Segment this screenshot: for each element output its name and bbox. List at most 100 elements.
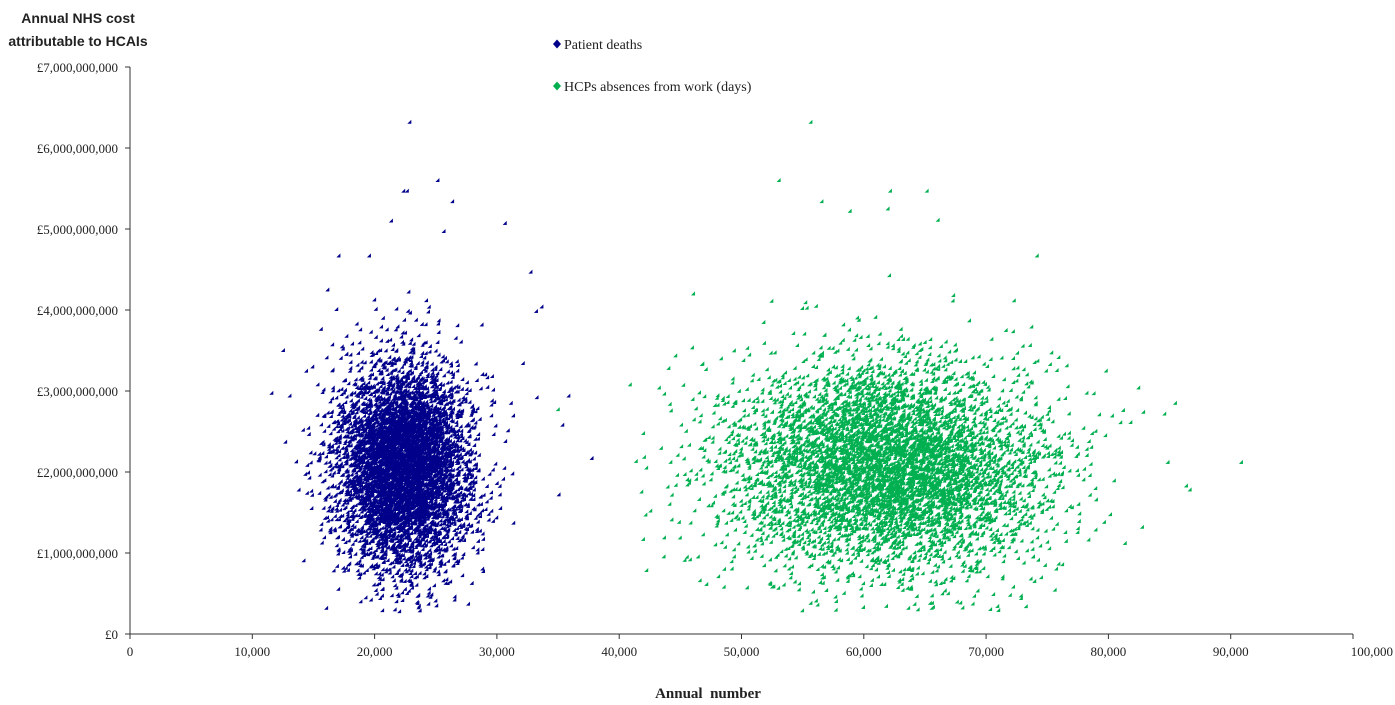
point-patient-deaths [336,586,341,591]
point-patient-deaths [385,338,390,343]
point-patient-deaths [462,537,467,542]
point-patient-deaths [444,359,449,364]
point-patient-deaths [414,582,419,587]
point-patient-deaths [381,560,386,565]
point-patient-deaths [443,569,448,574]
point-patient-deaths [309,506,314,511]
y-axis-title: Annual NHS cost attributable to HCAIs [8,10,147,49]
point-patient-deaths [337,457,342,462]
point-patient-deaths [341,454,346,459]
point-patient-deaths [359,535,364,540]
point-patient-deaths [408,349,413,354]
point-patient-deaths [334,307,339,312]
point-patient-deaths [363,395,368,400]
point-patient-deaths [417,372,422,377]
point-patient-deaths [411,341,416,346]
point-patient-deaths [316,451,321,456]
point-patient-deaths [319,440,324,445]
point-patient-deaths [346,482,351,487]
point-patient-deaths [443,580,448,585]
point-patient-deaths [394,348,399,353]
point-patient-deaths [440,354,445,359]
point-patient-deaths [453,530,458,535]
point-patient-deaths [379,593,384,598]
point-patient-deaths [454,383,459,388]
point-patient-deaths [395,324,400,329]
point-patient-deaths [455,535,460,540]
point-patient-deaths [510,471,515,476]
point-patient-deaths [448,361,453,366]
point-patient-deaths [344,516,349,521]
point-patient-deaths [344,467,349,472]
point-patient-deaths [467,447,472,452]
point-patient-deaths [354,519,359,524]
point-patient-deaths [373,306,378,311]
point-patient-deaths [417,570,422,575]
point-patient-deaths [427,349,432,354]
point-patient-deaths [378,383,383,388]
point-patient-deaths [338,524,343,529]
point-patient-deaths [368,546,373,551]
point-patient-deaths [358,546,363,551]
point-patient-deaths [458,339,463,344]
point-patient-deaths [371,582,376,587]
point-patient-deaths [455,517,460,522]
point-patient-deaths [331,426,336,431]
point-patient-deaths [355,398,360,403]
point-patient-deaths [363,595,368,600]
point-patient-deaths [429,380,434,385]
point-patient-deaths [324,494,329,499]
point-patient-deaths [349,513,354,518]
point-patient-deaths [429,361,434,366]
y-axis-title-line-2: attributable to HCAIs [8,33,147,49]
point-patient-deaths [470,545,475,550]
point-patient-deaths [348,352,353,357]
point-patient-deaths [407,340,412,345]
point-patient-deaths [470,529,475,534]
point-patient-deaths [474,526,479,531]
point-patient-deaths [344,333,349,338]
point-patient-deaths [304,490,309,495]
point-patient-deaths [431,583,436,588]
point-patient-deaths [465,458,470,463]
point-patient-deaths [327,459,332,464]
point-patient-deaths [374,381,379,386]
point-patient-deaths [466,428,471,433]
point-patient-deaths [356,368,361,373]
point-patient-deaths [461,475,466,480]
point-patient-deaths [342,387,347,392]
point-patient-deaths [336,388,341,393]
point-patient-deaths [317,490,322,495]
point-patient-deaths [340,472,345,477]
point-patient-deaths [377,571,382,576]
point-patient-deaths [372,407,377,412]
point-patient-deaths [430,383,435,388]
point-patient-deaths [460,573,465,578]
point-patient-deaths [487,471,492,476]
point-patient-deaths [325,410,330,415]
point-patient-deaths [475,547,480,552]
point-patient-deaths [318,527,323,532]
point-patient-deaths [428,520,433,525]
legend-label-hcps-absences: HCPs absences from work (days) [564,80,752,95]
point-patient-deaths [464,449,469,454]
point-patient-deaths [437,382,442,387]
point-patient-deaths [321,505,326,510]
point-patient-deaths [389,593,394,598]
point-patient-deaths [359,382,364,387]
point-patient-deaths [400,590,405,595]
point-patient-deaths [435,371,440,376]
point-patient-deaths [400,370,405,375]
point-patient-deaths [320,479,325,484]
point-patient-deaths [455,363,460,368]
point-patient-deaths [355,362,360,367]
point-patient-deaths [358,327,363,332]
point-patient-deaths [502,465,507,470]
point-patient-deaths [462,452,467,457]
point-patient-deaths [463,486,468,491]
point-patient-deaths [420,546,425,551]
point-patient-deaths [498,505,503,510]
point-patient-deaths [475,519,480,524]
point-patient-deaths [445,380,450,385]
point-patient-deaths [357,538,362,543]
